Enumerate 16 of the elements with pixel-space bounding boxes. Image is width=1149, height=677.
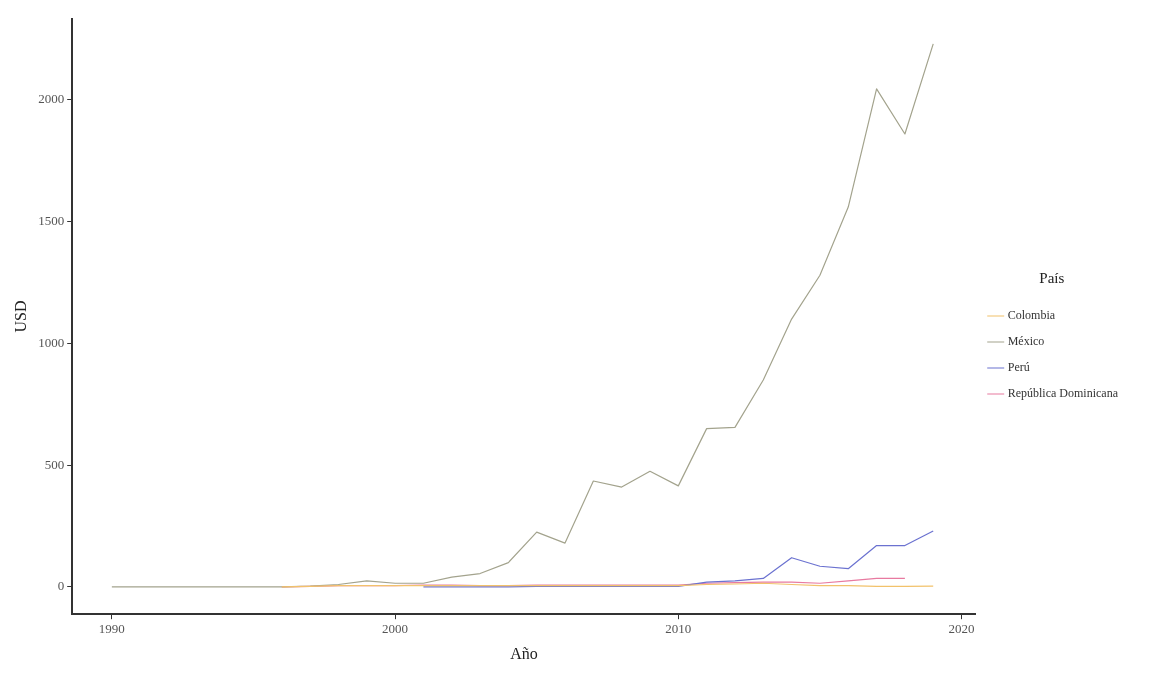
legend-label: Perú <box>1007 360 1030 375</box>
y-tick-label: 500 <box>44 456 65 472</box>
legend-title: País <box>1039 270 1065 287</box>
x-tick-label: 2010 <box>665 621 692 637</box>
y-tick-label: 2000 <box>38 91 65 107</box>
legend-label: República Dominicana <box>1007 386 1119 401</box>
y-axis-title: USD <box>11 300 29 333</box>
x-tick-label: 2020 <box>948 621 975 637</box>
y-tick-label: 1000 <box>38 334 65 350</box>
x-tick-label: 1990 <box>98 621 125 637</box>
x-tick-label: 2000 <box>382 621 409 637</box>
legend-label: México <box>1007 334 1045 349</box>
x-axis-title: Año <box>510 644 538 662</box>
y-tick-label: 0 <box>57 578 65 594</box>
legend-label: Colombia <box>1007 308 1056 323</box>
y-tick-label: 1500 <box>38 213 65 229</box>
